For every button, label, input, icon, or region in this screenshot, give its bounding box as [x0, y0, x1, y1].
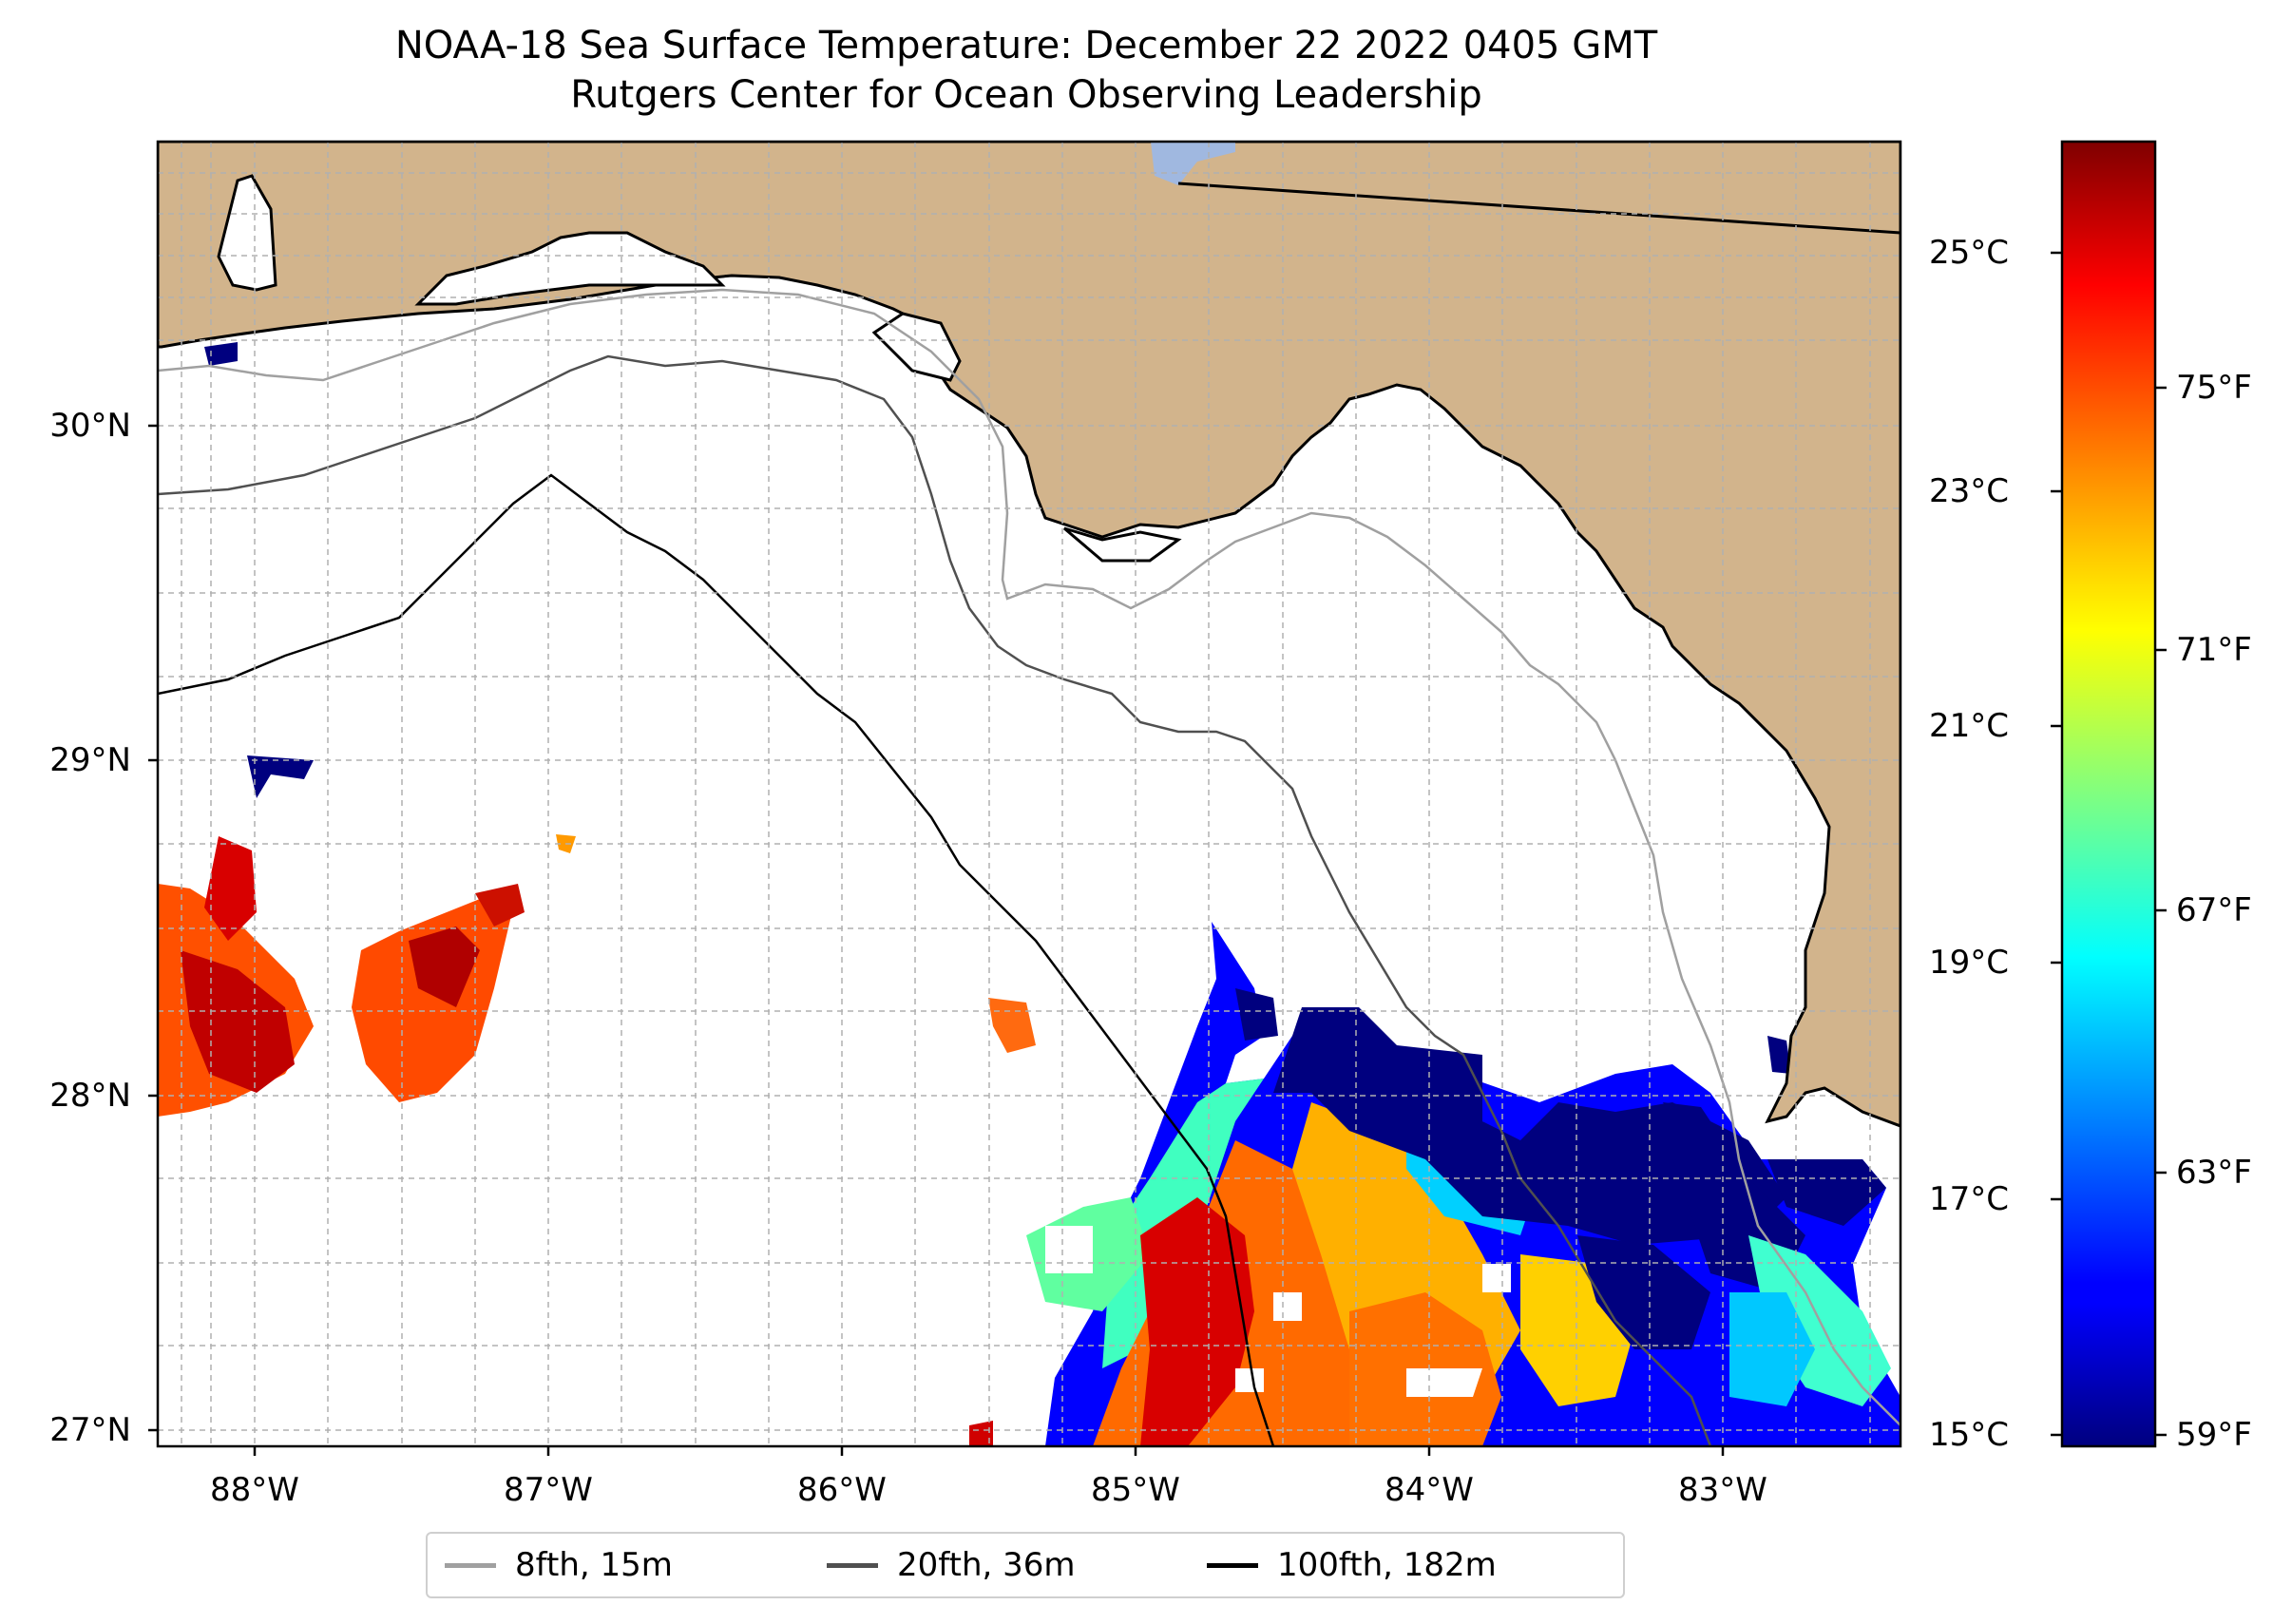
colorbar — [2060, 140, 2157, 1448]
pensacola-bay — [414, 231, 726, 306]
state-border — [1177, 182, 1900, 235]
legend-swatch-8fth — [445, 1563, 496, 1568]
mobile-bay — [217, 174, 277, 292]
gridlines — [158, 142, 1900, 1446]
lon-label-87: 87°W — [504, 1471, 593, 1509]
cbar-c-21: 21°C — [1929, 707, 2010, 745]
cbar-c-17: 17°C — [1929, 1180, 2010, 1218]
land-mass — [158, 142, 1900, 1128]
sst-raster — [158, 268, 1900, 1446]
cbar-f-71: 71°F — [2176, 631, 2252, 669]
cbar-c-15: 15°C — [1929, 1416, 2010, 1454]
legend-label-8fth: 8fth, 15m — [515, 1546, 673, 1584]
lat-label-30: 30°N — [49, 407, 131, 445]
lake-blue — [1151, 142, 1235, 185]
lat-label-29: 29°N — [49, 741, 131, 779]
legend-swatch-100fth — [1207, 1563, 1258, 1568]
cbar-f-63: 63°F — [2176, 1154, 2252, 1192]
colorbar-ticks — [2051, 251, 2167, 1437]
map-frame — [156, 140, 1902, 1448]
contour-legend: 8fth, 15m 20fth, 36m 100fth, 182m — [426, 1532, 1625, 1598]
lon-label-86: 86°W — [797, 1471, 887, 1509]
legend-label-100fth: 100fth, 182m — [1277, 1546, 1497, 1584]
axis-ticks — [148, 424, 1725, 1456]
contour-20fth — [158, 354, 1712, 1446]
lat-label-28: 28°N — [49, 1077, 131, 1115]
cbar-c-23: 23°C — [1929, 472, 2010, 510]
st-andrew-bay — [871, 312, 962, 382]
lat-label-27: 27°N — [49, 1411, 131, 1449]
lon-label-83: 83°W — [1678, 1471, 1767, 1509]
lon-label-85: 85°W — [1091, 1471, 1180, 1509]
map-subtitle: Rutgers Center for Ocean Observing Leade… — [570, 73, 1482, 117]
apalachicola-bay — [1063, 526, 1182, 563]
cbar-c-25: 25°C — [1929, 234, 2010, 272]
cbar-f-59: 59°F — [2176, 1416, 2252, 1454]
cbar-c-19: 19°C — [1929, 944, 2010, 982]
cbar-f-75: 75°F — [2176, 369, 2252, 407]
cbar-f-67: 67°F — [2176, 891, 2252, 929]
contour-100fth — [158, 473, 1275, 1446]
lon-label-84: 84°W — [1385, 1471, 1474, 1509]
legend-label-20fth: 20fth, 36m — [897, 1546, 1076, 1584]
map-title: NOAA-18 Sea Surface Temperature: Decembe… — [394, 24, 1658, 67]
lon-label-88: 88°W — [210, 1471, 299, 1509]
legend-swatch-20fth — [827, 1563, 878, 1568]
